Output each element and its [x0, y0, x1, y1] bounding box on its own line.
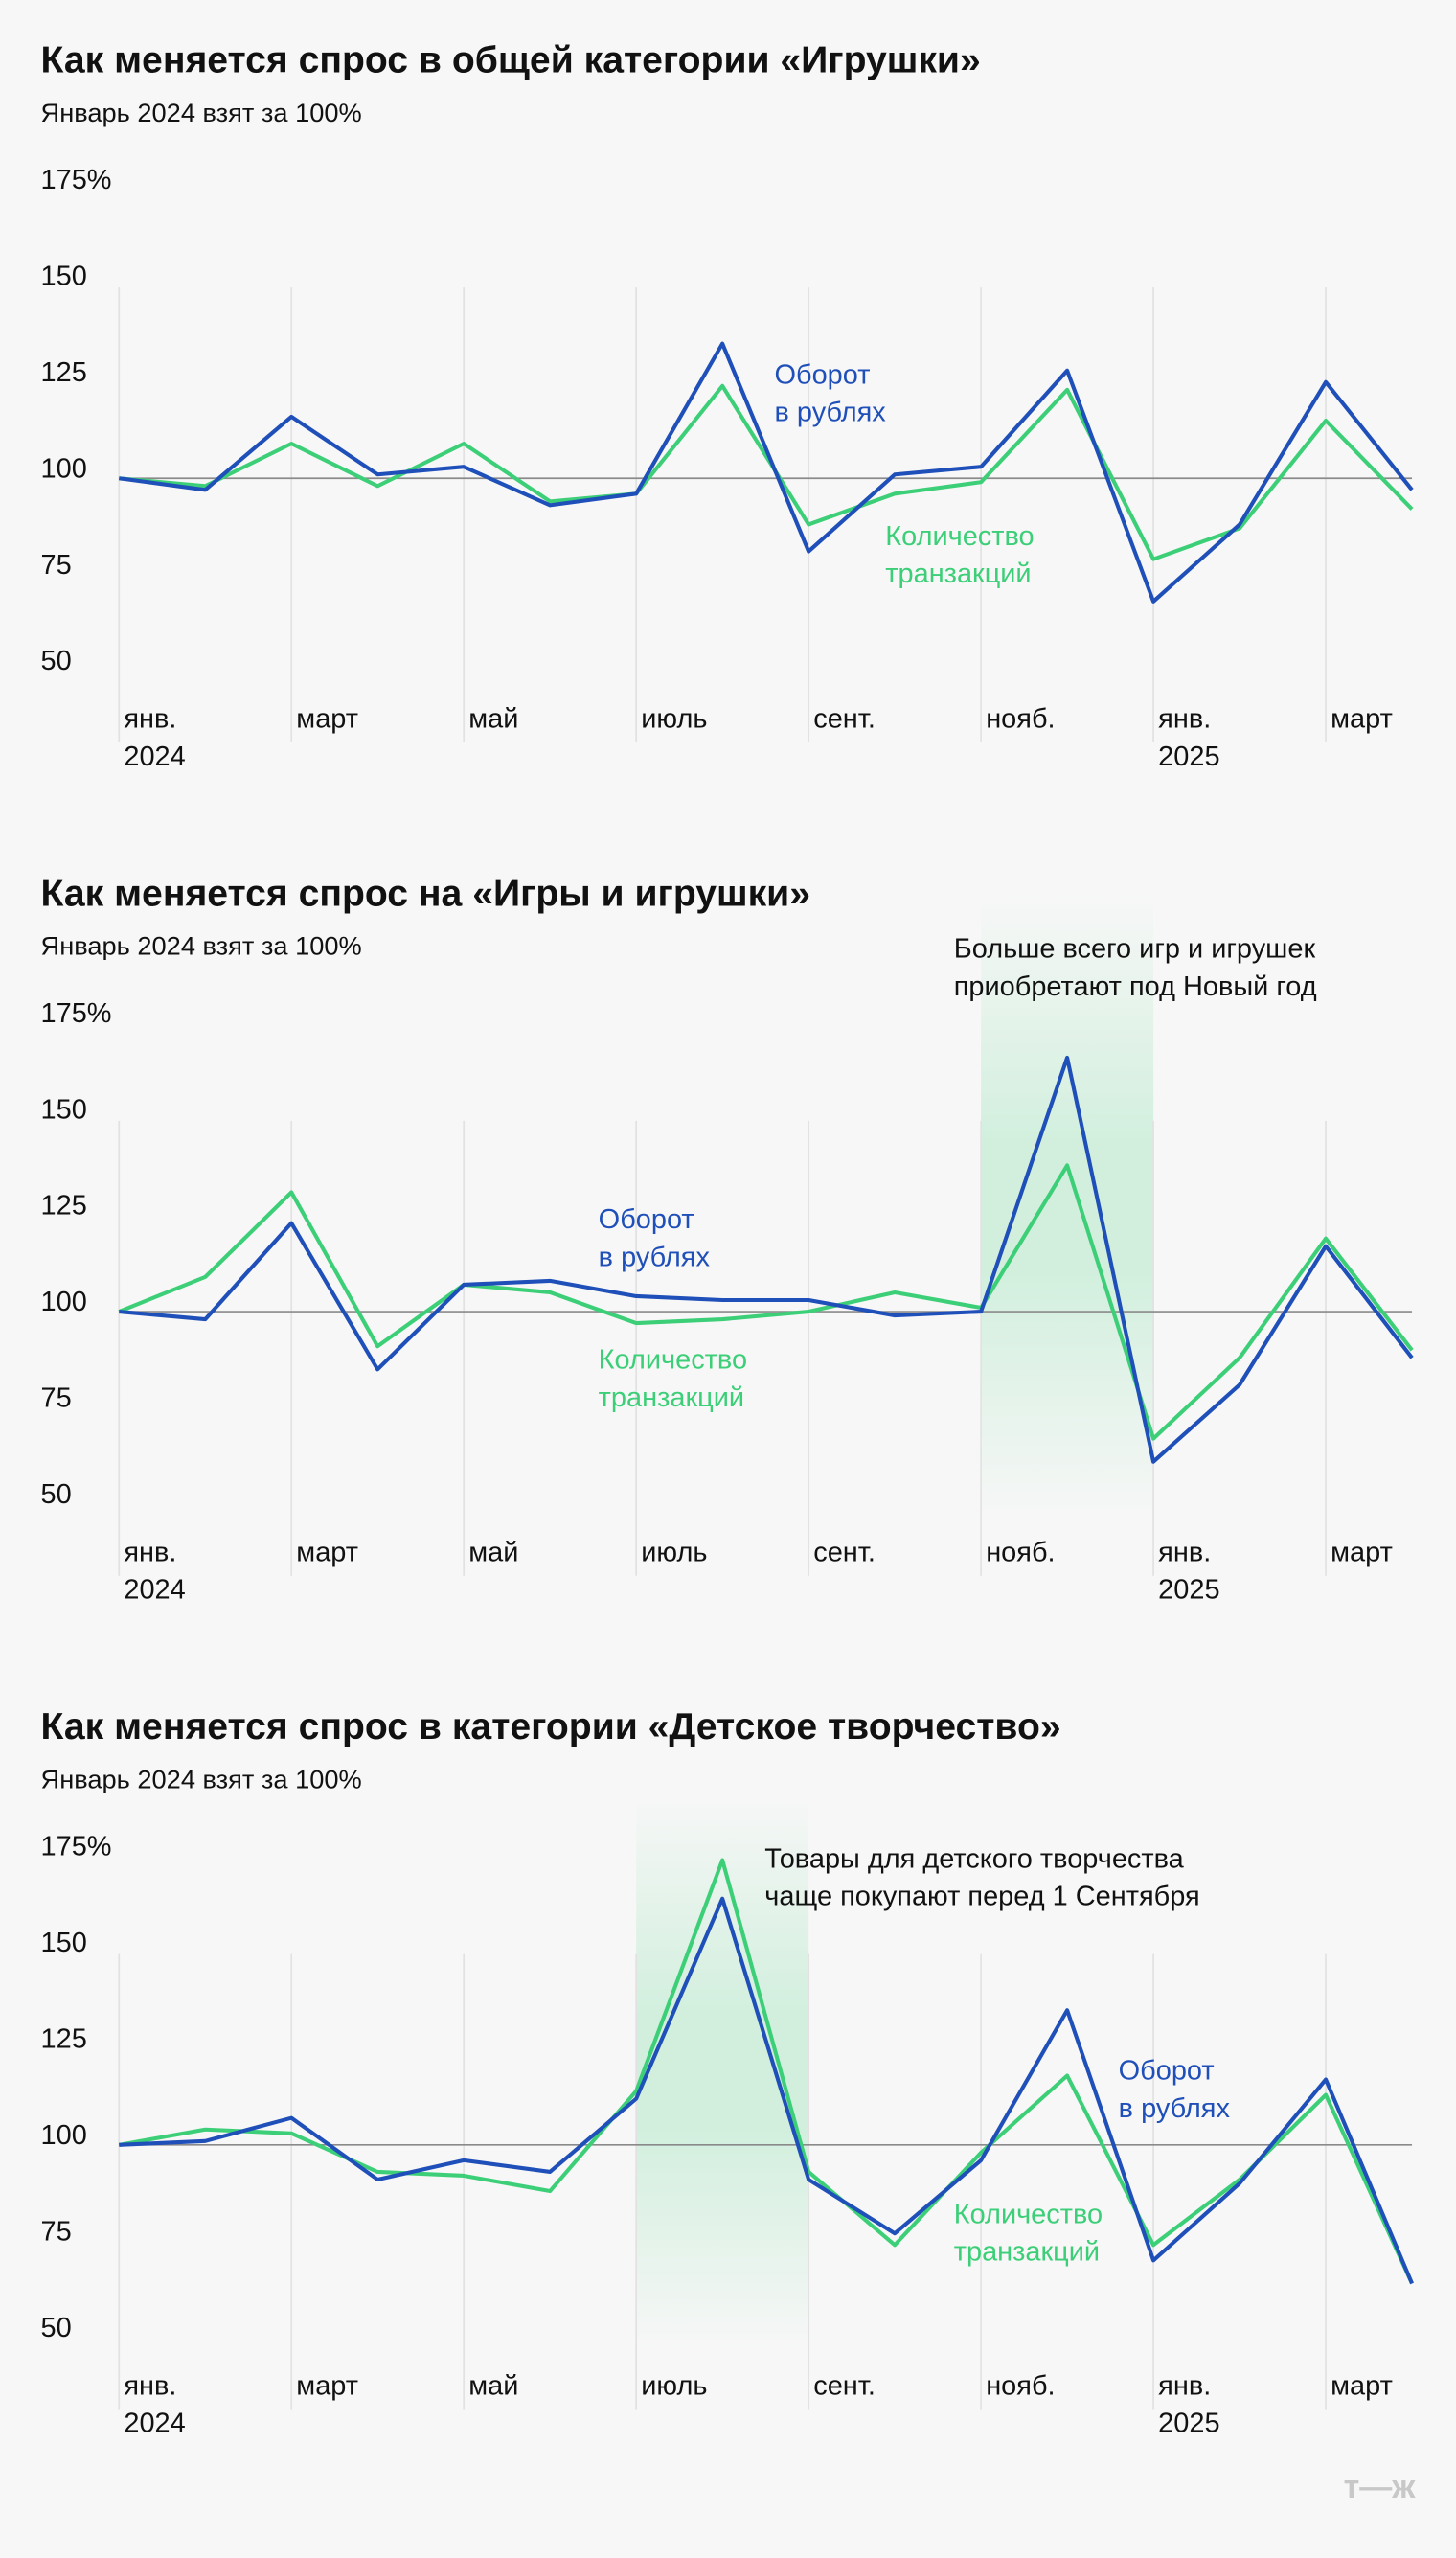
chart-subtitle: Январь 2024 взят за 100%: [41, 98, 362, 127]
x-tick-label-box: март: [1331, 703, 1393, 735]
x-tick-label-box: сент.: [813, 1536, 876, 1568]
y-tick-label: 50: [41, 1479, 72, 1510]
chart-subtitle: Январь 2024 взят за 100%: [41, 1764, 362, 1793]
x-tick-label-box: янв. 2025: [1158, 1536, 1220, 1606]
legend-label: Количество транзакций: [885, 520, 1035, 589]
x-tick-label-box: июль: [641, 2369, 708, 2402]
x-tick-label-box: март: [296, 703, 359, 735]
y-tick-label: 175%: [41, 165, 112, 195]
annotation-box: Больше всего игр и игрушек приобретают п…: [953, 933, 1317, 1002]
annotation: Больше всего игр и игрушек приобретают п…: [953, 933, 1317, 1002]
y-tick-label: 75: [41, 550, 72, 581]
legend-label-box: Количество транзакций: [598, 1344, 748, 1413]
x-tick-label-box: июль: [641, 703, 708, 735]
logo: т—ж: [1344, 2469, 1417, 2505]
series-line: [119, 1896, 1414, 2285]
chart-title: Как меняется спрос в общей категории «Иг…: [41, 40, 981, 81]
legend-label: Количество транзакций: [598, 1344, 748, 1413]
y-tick-label: 125: [41, 2024, 87, 2055]
x-tick-label: март: [296, 703, 359, 735]
y-tick-label: 50: [41, 2313, 72, 2343]
legend-label: Количество транзакций: [953, 2199, 1103, 2268]
annotation-box: Товары для детского творчества чаще поку…: [764, 1842, 1200, 1912]
x-tick-label: март: [1331, 703, 1393, 735]
x-tick-label: март: [296, 1536, 359, 1568]
annotation: Товары для детского творчества чаще поку…: [764, 1842, 1200, 1912]
x-tick-label-box: март: [296, 1536, 359, 1568]
legend-label-box: Количество транзакций: [953, 2199, 1103, 2268]
x-tick-label-box: нояб.: [986, 703, 1056, 735]
x-tick-label: июль: [641, 1536, 708, 1568]
x-tick-label: сент.: [813, 703, 876, 735]
x-tick-label-box: сент.: [813, 2369, 876, 2402]
x-tick-label: янв. 2025: [1158, 703, 1220, 772]
x-tick-label-box: март: [1331, 1536, 1393, 1568]
legend-label-box: Оборот в рублях: [1118, 2055, 1230, 2124]
series-line: [119, 383, 1414, 561]
x-tick-label: янв. 2024: [124, 703, 186, 772]
series-line: [119, 1055, 1414, 1464]
y-tick-label: 75: [41, 2216, 72, 2247]
x-tick-label: июль: [641, 2369, 708, 2402]
x-tick-label: янв. 2025: [1158, 2369, 1220, 2439]
x-tick-label-box: янв. 2024: [124, 703, 186, 772]
x-tick-label: май: [468, 703, 519, 735]
x-tick-label: сент.: [813, 1536, 876, 1568]
x-tick-label: нояб.: [986, 2369, 1056, 2402]
x-tick-label-box: май: [468, 703, 519, 735]
x-tick-label: май: [468, 2369, 519, 2402]
legend-label-box: Оборот в рублях: [598, 1203, 710, 1273]
y-tick-label: 175%: [41, 998, 112, 1029]
x-tick-label-box: янв. 2025: [1158, 2369, 1220, 2439]
chart-title: Как меняется спрос в категории «Детское …: [41, 1706, 1061, 1747]
y-tick-label: 150: [41, 262, 87, 292]
x-tick-label: март: [1331, 1536, 1393, 1568]
x-tick-label-box: июль: [641, 1536, 708, 1568]
highlight-band: [981, 894, 1154, 1520]
y-tick-label: 50: [41, 646, 72, 676]
y-tick-label: 175%: [41, 1832, 112, 1862]
series-line: [118, 1163, 1414, 1441]
x-tick-label: янв. 2025: [1158, 1536, 1220, 1606]
y-tick-label: 125: [41, 357, 87, 388]
x-tick-label: март: [1331, 2369, 1393, 2402]
legend-label: Оборот в рублях: [598, 1203, 710, 1273]
legend-label-box: Количество транзакций: [885, 520, 1035, 589]
x-tick-label-box: май: [468, 1536, 519, 1568]
x-tick-label: янв. 2024: [124, 2369, 186, 2439]
x-tick-label: янв. 2024: [124, 1536, 186, 1606]
x-tick-label-box: нояб.: [986, 2369, 1056, 2402]
x-tick-label: нояб.: [986, 1536, 1056, 1568]
legend-label: Оборот в рублях: [1118, 2055, 1230, 2124]
x-tick-label: май: [468, 1536, 519, 1568]
y-tick-label: 100: [41, 1287, 87, 1317]
series-line: [118, 341, 1414, 604]
y-tick-label: 125: [41, 1191, 87, 1222]
x-tick-label: сент.: [813, 2369, 876, 2402]
series-line: [118, 1858, 1414, 2285]
y-tick-label: 100: [41, 2120, 87, 2151]
x-tick-label-box: янв. 2024: [124, 1536, 186, 1606]
x-tick-label: июль: [641, 703, 708, 735]
x-tick-label-box: март: [1331, 2369, 1393, 2402]
x-tick-label-box: нояб.: [986, 1536, 1056, 1568]
chart-subtitle: Январь 2024 взят за 100%: [41, 931, 362, 961]
x-tick-label-box: сент.: [813, 703, 876, 735]
x-tick-label: март: [296, 2369, 359, 2402]
y-tick-label: 100: [41, 453, 87, 484]
legend-label: Оборот в рублях: [774, 359, 886, 428]
y-tick-label: 75: [41, 1383, 72, 1414]
x-tick-label: нояб.: [986, 703, 1056, 735]
y-tick-label: 150: [41, 1094, 87, 1125]
x-tick-label-box: май: [468, 2369, 519, 2402]
x-tick-label-box: март: [296, 2369, 359, 2402]
y-tick-label: 150: [41, 1928, 87, 1958]
x-tick-label-box: янв. 2024: [124, 2369, 186, 2439]
chart-title: Как меняется спрос на «Игры и игрушки»: [41, 873, 810, 914]
x-tick-label-box: янв. 2025: [1158, 703, 1220, 772]
legend-label-box: Оборот в рублях: [774, 359, 886, 428]
